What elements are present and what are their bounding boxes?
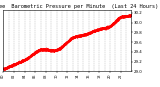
Title: Milwaukee  Barometric Pressure per Minute  (Last 24 Hours): Milwaukee Barometric Pressure per Minute…: [0, 4, 158, 9]
